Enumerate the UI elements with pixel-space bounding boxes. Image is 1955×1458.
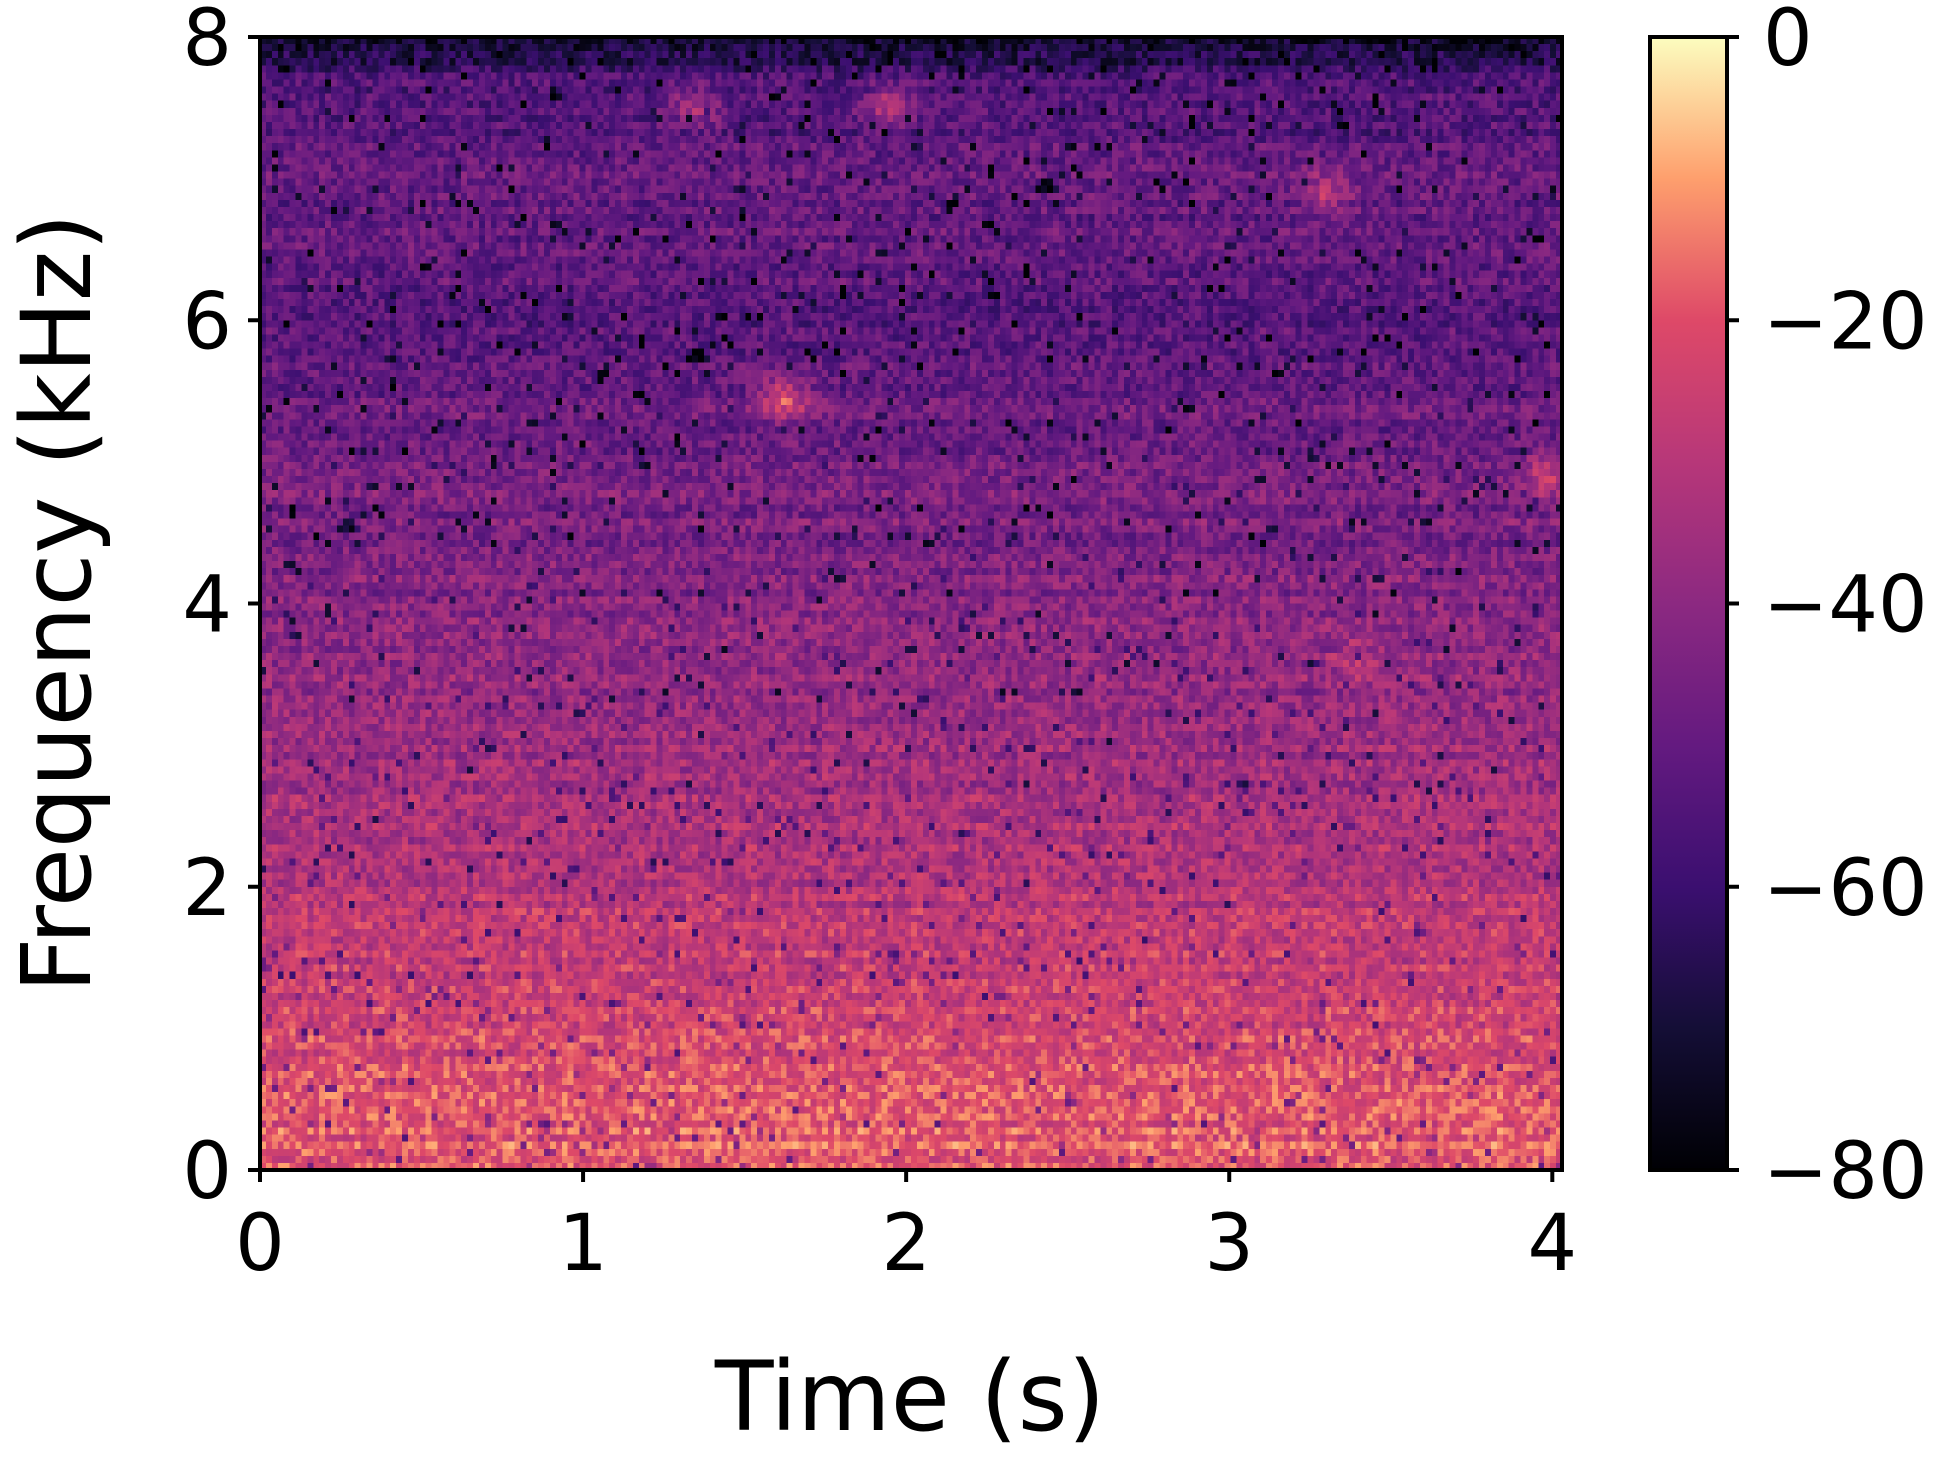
x-tick-label: 0 [235, 1199, 285, 1289]
x-tick-label: 2 [881, 1199, 931, 1289]
colorbar-gradient [1650, 37, 1727, 1170]
x-axis: 0 1 2 3 4 [235, 1170, 1577, 1289]
colorbar-tick-label: −80 [1763, 1127, 1928, 1217]
y-axis: 0 2 4 6 8 [182, 0, 260, 1217]
y-tick-label: 4 [182, 561, 232, 651]
spectrogram-heatmap [260, 37, 1562, 1170]
x-tick-label: 3 [1204, 1199, 1254, 1289]
colorbar-tick-label: −40 [1763, 561, 1928, 651]
y-tick-label: 8 [182, 0, 232, 84]
colorbar-tick-label: −20 [1763, 277, 1928, 367]
colorbar: 0 −20 −40 −60 −80 [1648, 0, 1928, 1217]
x-tick-label: 1 [558, 1199, 608, 1289]
x-axis-title: Time (s) [714, 1341, 1105, 1453]
spectrogram-image [260, 37, 1562, 1170]
colorbar-tick-label: −60 [1763, 844, 1928, 934]
y-tick-label: 6 [182, 277, 232, 367]
y-tick-label: 2 [182, 844, 232, 934]
y-axis-title: Frequency (kHz) [1, 213, 113, 993]
colorbar-tick-label: 0 [1763, 0, 1813, 84]
y-tick-label: 0 [182, 1127, 232, 1217]
x-tick-label: 4 [1527, 1199, 1577, 1289]
colorbar-ticks: 0 −20 −40 −60 −80 [1727, 0, 1928, 1217]
